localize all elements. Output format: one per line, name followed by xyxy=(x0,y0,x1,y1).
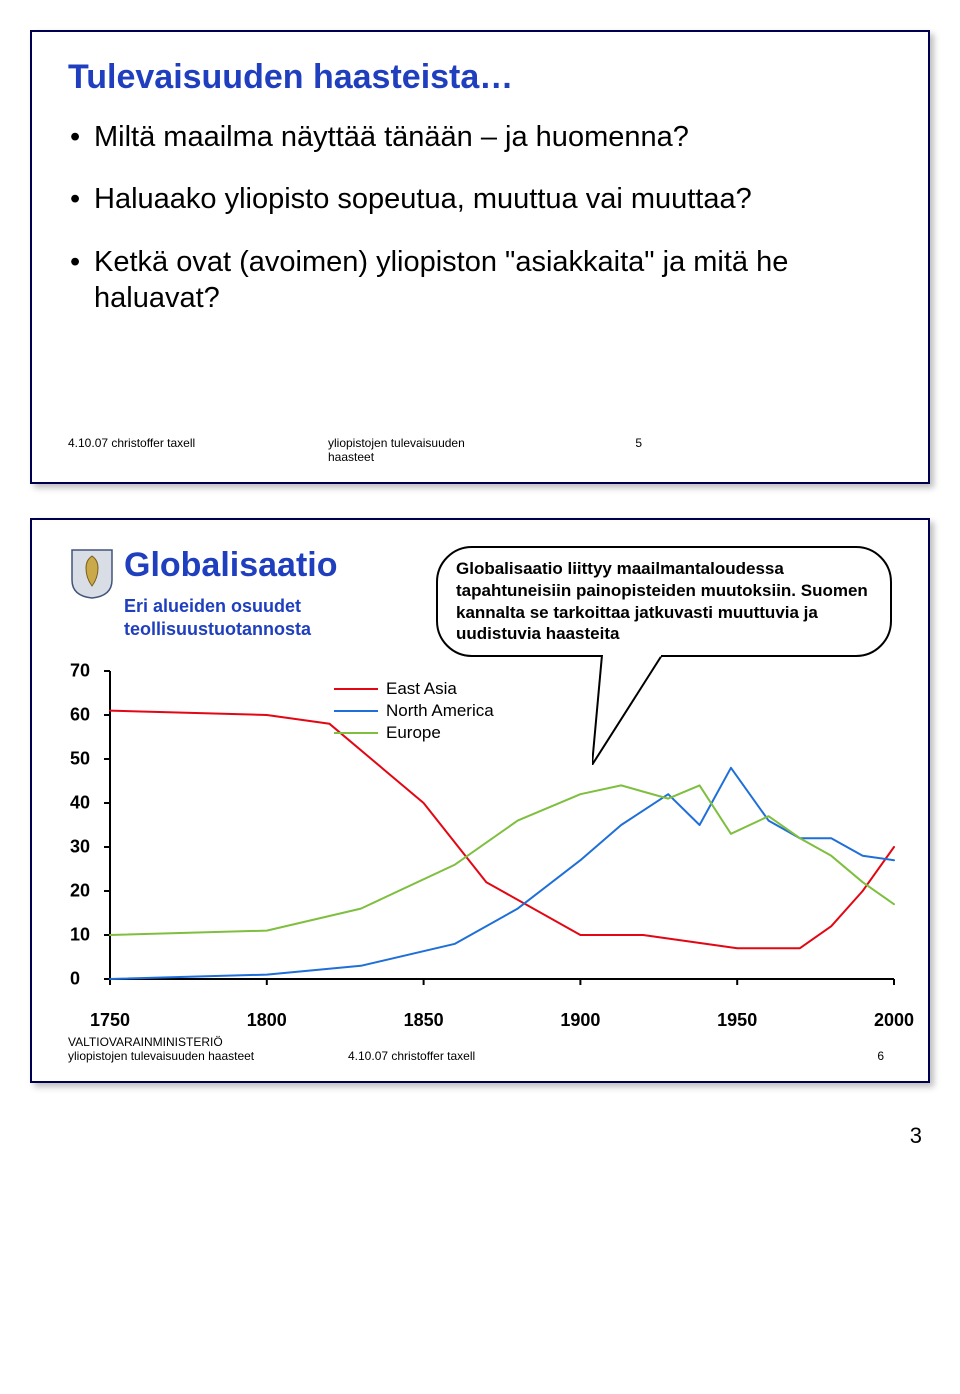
footer-topic: yliopistojen tulevaisuuden haasteet xyxy=(68,1049,348,1063)
footer-page-number: 6 xyxy=(877,1049,892,1063)
bullet-item: Ketkä ovat (avoimen) yliopiston "asiakka… xyxy=(68,244,892,317)
legend-item: East Asia xyxy=(334,679,494,699)
ytick-label: 0 xyxy=(70,969,80,990)
xtick-label: 2000 xyxy=(874,1010,914,1031)
legend-item: Europe xyxy=(334,723,494,743)
xtick-label: 1900 xyxy=(560,1010,600,1031)
callout-bubble: Globalisaatio liittyy maailmantaloudessa… xyxy=(436,546,892,657)
bullet-item: Miltä maailma näyttää tänään – ja huomen… xyxy=(68,119,892,155)
footer-date-author: 4.10.07 christoffer taxell xyxy=(68,436,328,464)
bullet-list: Miltä maailma näyttää tänään – ja huomen… xyxy=(68,119,892,316)
bullet-item: Haluaako yliopisto sopeutua, muuttua vai… xyxy=(68,181,892,217)
ytick-label: 10 xyxy=(70,925,90,946)
footer-ministry: VALTIOVARAINMINISTERIÖ xyxy=(68,1035,348,1049)
legend-item: North America xyxy=(334,701,494,721)
footer-date-author: 4.10.07 christoffer taxell xyxy=(348,1049,608,1063)
slide1-footer: 4.10.07 christoffer taxell yliopistojen … xyxy=(68,436,892,464)
chart-subtitle: Eri alueiden osuudet teollisuustuotannos… xyxy=(124,595,424,642)
document-page-number: 3 xyxy=(30,1117,930,1149)
ytick-label: 30 xyxy=(70,837,90,858)
xtick-label: 1950 xyxy=(717,1010,757,1031)
ytick-label: 50 xyxy=(70,749,90,770)
globalisaatio-title: Globalisaatio xyxy=(124,546,424,585)
footer-page-number: 5 xyxy=(635,436,892,464)
ytick-label: 20 xyxy=(70,881,90,902)
slide1-title: Tulevaisuuden haasteista… xyxy=(68,58,892,97)
xtick-label: 1750 xyxy=(90,1010,130,1031)
ytick-label: 40 xyxy=(70,793,90,814)
ytick-label: 70 xyxy=(70,661,90,682)
chart-legend: East Asia North America Europe xyxy=(334,679,494,745)
line-chart: East Asia North America Europe 010203040… xyxy=(74,667,904,1007)
slide-1: Tulevaisuuden haasteista… Miltä maailma … xyxy=(30,30,930,484)
crest-icon xyxy=(68,546,116,600)
xtick-label: 1850 xyxy=(404,1010,444,1031)
slide-2: Globalisaatio Eri alueiden osuudet teoll… xyxy=(30,518,930,1083)
footer-center: yliopistojen tulevaisuuden haasteet xyxy=(328,436,588,464)
xtick-label: 1800 xyxy=(247,1010,287,1031)
ytick-label: 60 xyxy=(70,705,90,726)
slide2-footer: VALTIOVARAINMINISTERIÖ yliopistojen tule… xyxy=(68,1035,892,1063)
